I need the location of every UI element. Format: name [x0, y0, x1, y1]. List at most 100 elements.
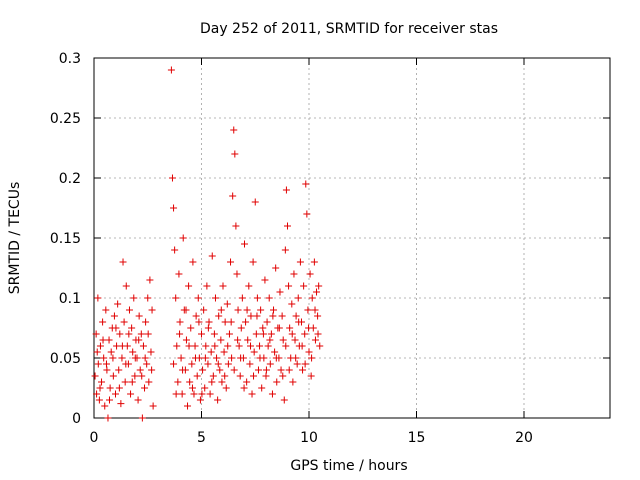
data-point: [288, 300, 296, 308]
data-point: [262, 366, 270, 374]
data-point: [301, 360, 309, 368]
data-point: [288, 330, 296, 338]
y-tick-label: 0.2: [59, 171, 81, 187]
data-point: [213, 354, 221, 362]
y-axis-label: SRMTID / TECUs: [7, 182, 23, 295]
data-point: [302, 180, 310, 188]
data-point: [170, 204, 178, 212]
data-point: [248, 390, 256, 398]
data-point: [116, 330, 124, 338]
data-point: [270, 306, 278, 314]
data-point: [250, 348, 258, 356]
data-point: [272, 354, 280, 362]
data-point: [234, 306, 242, 314]
data-point: [120, 318, 128, 326]
data-point: [122, 282, 130, 290]
y-tick-label: 0.1: [59, 291, 81, 307]
data-point: [220, 348, 228, 356]
data-point: [247, 312, 255, 320]
data-point: [182, 336, 190, 344]
data-point: [106, 384, 114, 392]
data-point: [227, 258, 235, 266]
data-point: [292, 312, 300, 320]
data-point: [240, 384, 248, 392]
data-point: [179, 234, 187, 242]
data-point: [295, 318, 303, 326]
data-point: [184, 402, 192, 410]
data-point: [259, 324, 267, 332]
data-point: [119, 258, 127, 266]
data-point: [300, 282, 308, 290]
data-point: [230, 126, 238, 134]
x-tick-label: 0: [90, 430, 99, 446]
data-point: [176, 318, 184, 326]
data-point: [168, 174, 176, 182]
data-point: [117, 400, 125, 408]
data-point: [296, 258, 304, 266]
data-point: [273, 378, 281, 386]
y-tick-label: 0: [72, 411, 81, 427]
data-point: [291, 336, 299, 344]
data-point: [179, 366, 187, 374]
data-point: [271, 348, 279, 356]
data-point: [217, 336, 225, 344]
data-point: [92, 330, 100, 338]
data-point: [93, 390, 101, 398]
y-tick-label: 0.25: [50, 111, 81, 127]
data-point: [227, 318, 235, 326]
data-point: [127, 390, 135, 398]
data-point: [146, 276, 154, 284]
data-point: [294, 294, 302, 302]
data-point: [99, 318, 107, 326]
data-point: [188, 384, 196, 392]
data-point: [218, 378, 226, 386]
data-point: [243, 306, 251, 314]
data-point: [250, 372, 258, 380]
data-point: [201, 384, 209, 392]
data-point: [228, 354, 236, 362]
data-point: [202, 342, 210, 350]
data-point: [196, 396, 204, 404]
data-points: [91, 66, 324, 422]
data-point: [107, 348, 115, 356]
data-point: [272, 264, 280, 272]
data-point: [115, 366, 123, 374]
data-point: [224, 360, 232, 368]
data-point: [221, 318, 229, 326]
y-tick-label: 0.05: [50, 351, 81, 367]
data-point: [256, 342, 264, 350]
data-point: [256, 354, 264, 362]
data-point: [221, 372, 229, 380]
data-point: [215, 312, 223, 320]
data-point: [172, 390, 180, 398]
x-tick-label: 15: [408, 430, 426, 446]
data-point: [252, 330, 260, 338]
y-tick-label: 0.3: [59, 51, 81, 67]
data-point: [139, 342, 147, 350]
data-point: [242, 318, 250, 326]
data-point: [137, 330, 145, 338]
data-point: [172, 294, 180, 302]
data-point: [186, 378, 194, 386]
data-point: [177, 354, 185, 362]
data-point: [217, 306, 225, 314]
data-point: [109, 354, 117, 362]
data-point: [211, 294, 219, 302]
data-point: [216, 366, 224, 374]
data-point: [198, 330, 205, 338]
y-tick-label: 0.15: [50, 231, 81, 247]
data-point: [314, 312, 322, 320]
data-point: [148, 306, 156, 314]
data-point: [238, 294, 246, 302]
data-point: [144, 294, 152, 302]
data-point: [138, 372, 146, 380]
data-point: [138, 414, 146, 422]
data-point: [206, 390, 214, 398]
data-point: [145, 378, 153, 386]
data-point: [191, 354, 199, 362]
x-axis-label: GPS time / hours: [290, 458, 407, 474]
data-point: [234, 336, 242, 344]
data-point: [201, 354, 209, 362]
data-point: [110, 312, 118, 320]
data-point: [301, 330, 309, 338]
